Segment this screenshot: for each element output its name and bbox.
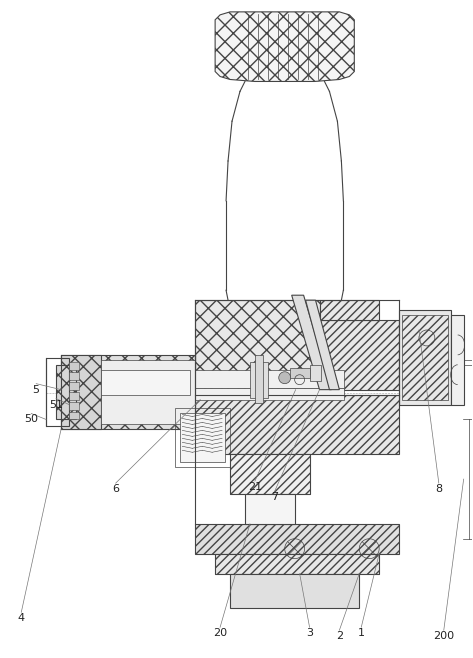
Bar [69, 372, 79, 380]
Bar [195, 370, 344, 388]
Bar [309, 365, 322, 381]
Polygon shape [61, 355, 101, 430]
Bar [230, 454, 309, 494]
Bar [195, 524, 399, 553]
Text: 21: 21 [248, 482, 262, 492]
Text: 7: 7 [271, 492, 278, 502]
Text: 20: 20 [213, 628, 227, 638]
Polygon shape [451, 315, 464, 405]
Text: 200: 200 [433, 631, 455, 641]
Bar [230, 574, 359, 609]
Polygon shape [215, 12, 354, 82]
Bar [402, 315, 448, 399]
Polygon shape [61, 355, 195, 430]
Bar [195, 388, 344, 399]
Text: 6: 6 [112, 484, 119, 494]
Bar [451, 330, 463, 385]
Text: 8: 8 [435, 484, 442, 494]
Polygon shape [101, 360, 195, 424]
Polygon shape [56, 365, 76, 419]
Bar [69, 411, 79, 419]
Text: 3: 3 [306, 628, 313, 638]
Text: 2: 2 [336, 631, 343, 641]
Text: 1: 1 [358, 628, 365, 638]
Bar [255, 355, 263, 403]
Text: 51: 51 [49, 399, 63, 409]
Text: 50: 50 [24, 415, 38, 424]
Circle shape [279, 372, 291, 384]
Polygon shape [319, 300, 379, 320]
Bar [195, 395, 399, 454]
Bar [215, 553, 379, 574]
Bar [215, 553, 379, 574]
Text: 4: 4 [18, 613, 25, 623]
Text: 5: 5 [33, 385, 40, 395]
Polygon shape [195, 300, 319, 395]
Bar [69, 382, 79, 390]
Bar [399, 310, 451, 405]
Bar [245, 494, 295, 524]
Bar [289, 368, 309, 378]
Bar [175, 407, 230, 467]
Polygon shape [319, 320, 399, 390]
Bar [69, 401, 79, 409]
Bar [101, 370, 190, 395]
Bar [250, 362, 268, 397]
Bar [180, 413, 225, 462]
Polygon shape [292, 295, 332, 390]
Bar [230, 454, 309, 494]
Bar [69, 362, 79, 370]
Polygon shape [306, 300, 340, 390]
Bar [69, 392, 79, 399]
